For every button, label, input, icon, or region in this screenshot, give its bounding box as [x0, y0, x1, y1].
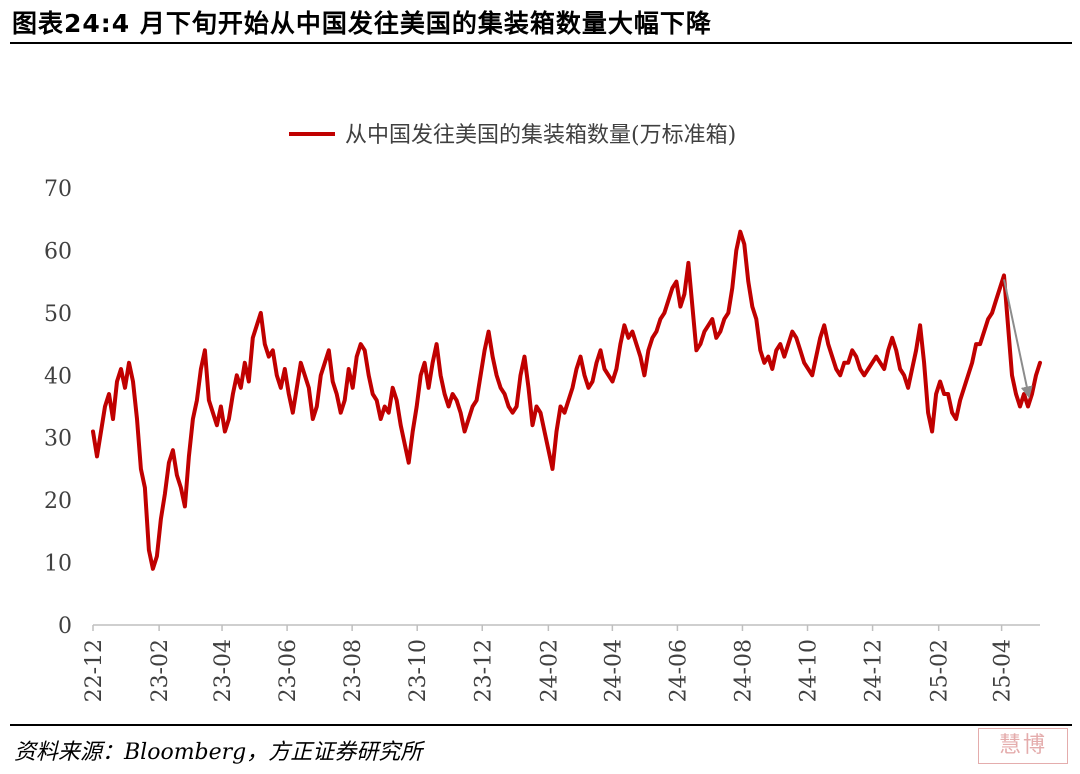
- series-line: [91, 229, 1042, 571]
- x-tick-label: 23-06: [276, 639, 301, 702]
- y-tick-label: 20: [44, 489, 72, 514]
- x-tick-label: 24-10: [797, 639, 822, 702]
- x-tick-label: 24-04: [601, 639, 626, 702]
- watermark-seal: 慧博: [978, 728, 1068, 764]
- x-tick-label: 23-02: [148, 639, 173, 702]
- x-tick-label: 23-12: [471, 639, 496, 702]
- x-tick-label: 24-06: [666, 639, 691, 702]
- y-tick-label: 10: [44, 552, 72, 577]
- y-tick-label: 50: [44, 302, 72, 327]
- x-tick-label: 24-08: [731, 639, 756, 702]
- y-tick-label: 70: [44, 177, 72, 202]
- footer-divider: [10, 724, 1072, 726]
- source-note: 资料来源：Bloomberg，方正证券研究所: [14, 740, 423, 765]
- x-tick-label: 25-02: [928, 639, 953, 702]
- x-tick-label: 23-10: [406, 639, 431, 702]
- x-tick-label: 23-08: [341, 639, 366, 702]
- series-layer: [91, 229, 1042, 571]
- line-chart: 从中国发往美国的集装箱数量(万标准箱) 0 10 20 30 40 50 60 70 22-1…: [44, 123, 1042, 702]
- y-tick-label: 0: [58, 614, 72, 639]
- decline-arrow: [1003, 279, 1033, 399]
- x-tick-label: 24-02: [537, 639, 562, 702]
- y-tick-label: 60: [44, 239, 72, 264]
- legend: 从中国发往美国的集装箱数量(万标准箱): [289, 123, 736, 148]
- y-axis: 0 10 20 30 40 50 60 70: [44, 177, 72, 639]
- annotation-layer: [1003, 279, 1033, 399]
- y-tick-label: 40: [44, 364, 72, 389]
- x-tick-label: 23-04: [211, 639, 236, 702]
- title-divider: [10, 42, 1072, 44]
- chart-title: 图表24:4 月下旬开始从中国发往美国的集装箱数量大幅下降: [12, 9, 712, 38]
- x-tick-label: 22-12: [82, 639, 107, 702]
- legend-label: 从中国发往美国的集装箱数量(万标准箱): [345, 123, 736, 148]
- x-tick-label: 24-12: [862, 639, 887, 702]
- y-tick-label: 30: [44, 427, 72, 452]
- x-tick-label: 25-04: [991, 639, 1016, 702]
- x-axis: 22-12 23-02 23-04 23-06 23-08 23-10 23-12 24-02…: [82, 624, 1040, 702]
